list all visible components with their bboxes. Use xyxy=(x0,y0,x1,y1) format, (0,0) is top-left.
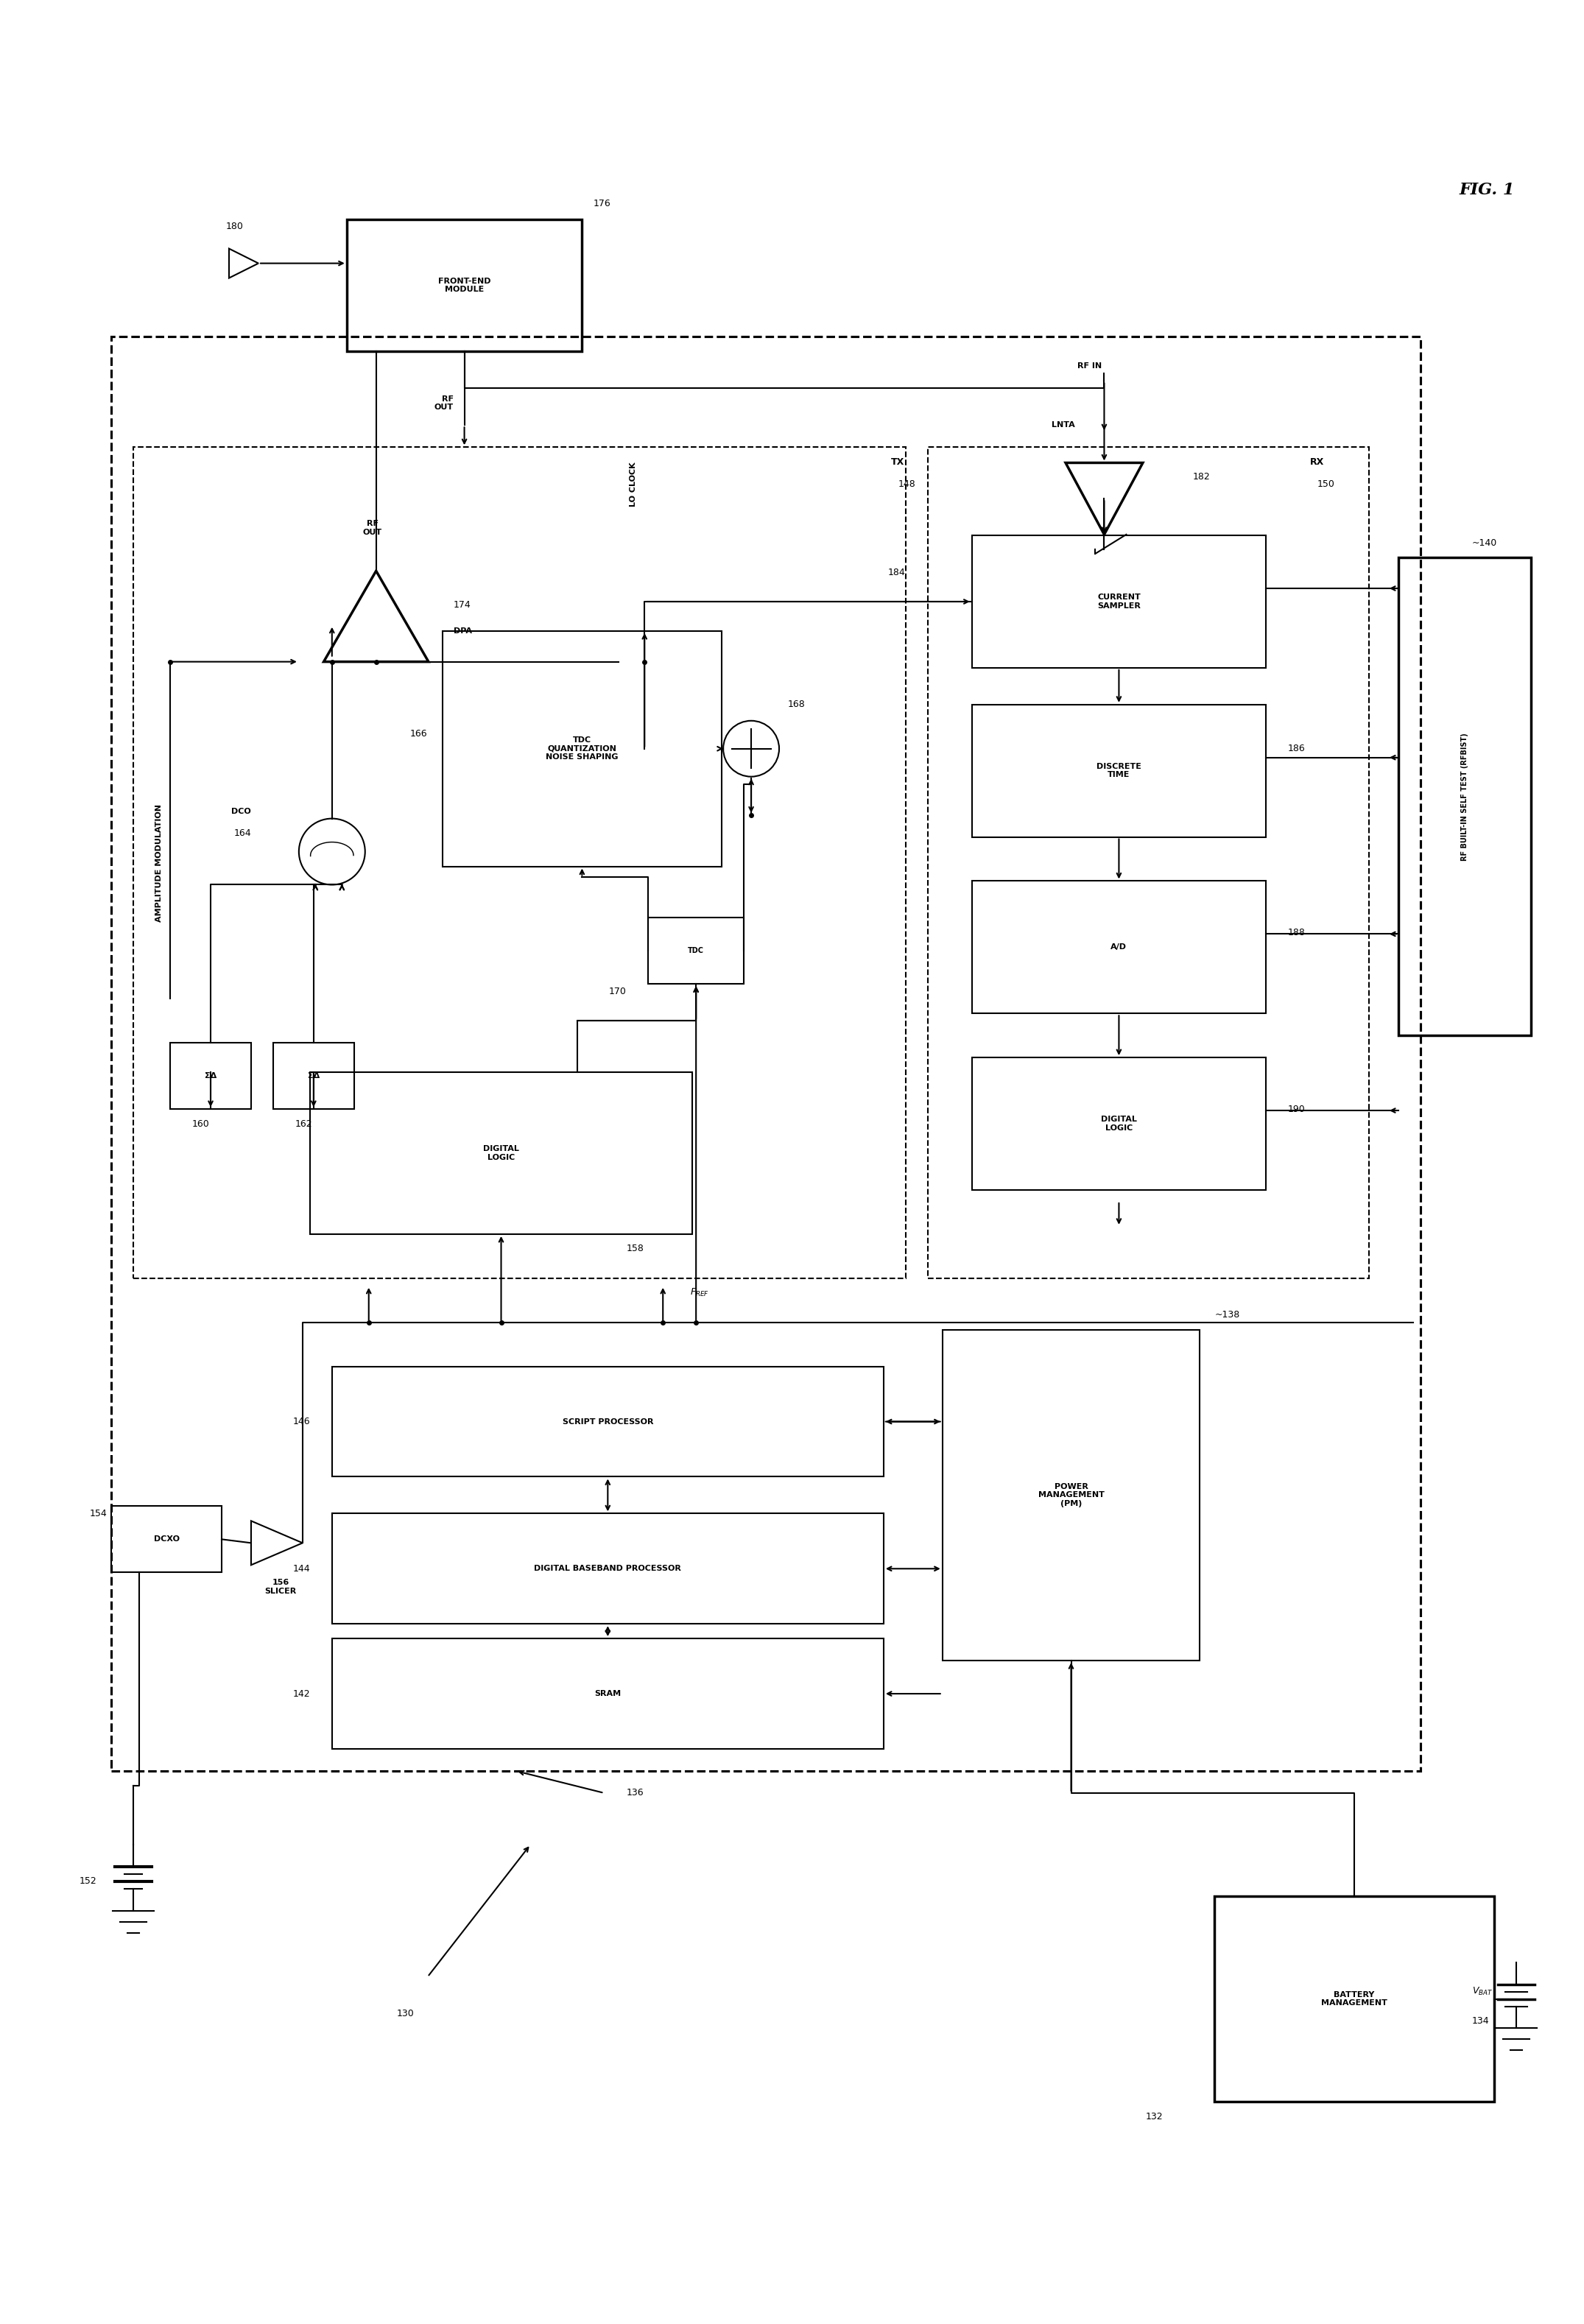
Text: 190: 190 xyxy=(1288,1104,1305,1113)
Text: RF
OUT: RF OUT xyxy=(363,521,382,537)
Text: 146: 146 xyxy=(293,1418,310,1427)
Bar xyxy=(1399,558,1530,1037)
Text: 132: 132 xyxy=(1145,2113,1163,2122)
Text: 142: 142 xyxy=(293,1690,310,1699)
Text: 160: 160 xyxy=(192,1118,209,1129)
Text: 180: 180 xyxy=(227,221,244,232)
Text: RF IN: RF IN xyxy=(1077,363,1102,370)
Text: 156
SLICER: 156 SLICER xyxy=(265,1578,296,1594)
Text: LO CLOCK: LO CLOCK xyxy=(630,462,637,507)
Text: 134: 134 xyxy=(1472,2017,1489,2027)
Text: 184: 184 xyxy=(889,567,906,576)
Text: RF BUILT-IN SELF TEST (RFBIST): RF BUILT-IN SELF TEST (RFBIST) xyxy=(1460,732,1468,860)
Bar xyxy=(442,632,722,867)
Text: LNTA: LNTA xyxy=(1052,421,1076,430)
Text: TDC
QUANTIZATION
NOISE SHAPING: TDC QUANTIZATION NOISE SHAPING xyxy=(546,737,618,760)
Text: TX: TX xyxy=(890,458,904,467)
Text: ~138: ~138 xyxy=(1215,1311,1240,1320)
Text: DIGITAL BASEBAND PROCESSOR: DIGITAL BASEBAND PROCESSOR xyxy=(534,1564,681,1573)
Bar xyxy=(973,1057,1266,1190)
Text: FIG. 1: FIG. 1 xyxy=(1459,181,1514,198)
Text: CURRENT
SAMPLER: CURRENT SAMPLER xyxy=(1098,593,1140,609)
Bar xyxy=(973,881,1266,1013)
Text: DCXO: DCXO xyxy=(154,1536,179,1543)
Text: DISCRETE
TIME: DISCRETE TIME xyxy=(1096,762,1142,779)
Bar xyxy=(111,1506,222,1573)
Text: 148: 148 xyxy=(898,479,916,488)
Text: TDC: TDC xyxy=(687,948,705,955)
Text: ΣΔ: ΣΔ xyxy=(307,1071,320,1081)
Text: SRAM: SRAM xyxy=(594,1690,621,1697)
Text: DIGITAL
LOGIC: DIGITAL LOGIC xyxy=(1101,1116,1137,1132)
Bar xyxy=(133,446,906,1278)
Text: 162: 162 xyxy=(295,1118,312,1129)
Text: DCO: DCO xyxy=(231,806,252,816)
Text: 130: 130 xyxy=(396,2008,415,2020)
Bar xyxy=(111,337,1421,1771)
Text: 164: 164 xyxy=(234,827,252,839)
Text: 170: 170 xyxy=(608,988,626,997)
Bar xyxy=(347,218,581,351)
Text: A/D: A/D xyxy=(1110,944,1126,951)
Text: AMPLITUDE MODULATION: AMPLITUDE MODULATION xyxy=(155,804,163,923)
Text: 168: 168 xyxy=(787,700,805,709)
Text: 182: 182 xyxy=(1193,472,1210,481)
Text: 166: 166 xyxy=(410,730,428,739)
Text: 174: 174 xyxy=(453,600,470,611)
Text: 144: 144 xyxy=(293,1564,310,1573)
Text: ΣΔ: ΣΔ xyxy=(204,1071,217,1081)
Text: RF
OUT: RF OUT xyxy=(434,395,453,411)
Text: RX: RX xyxy=(1310,458,1324,467)
Text: DIGITAL
LOGIC: DIGITAL LOGIC xyxy=(483,1146,520,1162)
Text: BATTERY
MANAGEMENT: BATTERY MANAGEMENT xyxy=(1321,1992,1388,2008)
Text: POWER
MANAGEMENT
(PM): POWER MANAGEMENT (PM) xyxy=(1038,1483,1104,1508)
Text: DPA: DPA xyxy=(453,627,472,634)
Bar xyxy=(1215,1896,1494,2101)
Text: FRONT-END
MODULE: FRONT-END MODULE xyxy=(439,277,491,293)
Bar xyxy=(333,1513,884,1624)
Bar xyxy=(333,1638,884,1750)
Text: 136: 136 xyxy=(626,1787,643,1799)
Text: 152: 152 xyxy=(79,1875,97,1887)
Bar xyxy=(973,535,1266,667)
Text: 158: 158 xyxy=(626,1243,643,1253)
Text: $V_{BAT}$: $V_{BAT}$ xyxy=(1472,1987,1492,1996)
Bar xyxy=(648,918,744,983)
Text: 154: 154 xyxy=(89,1508,106,1518)
Text: ~140: ~140 xyxy=(1472,537,1497,548)
Text: 188: 188 xyxy=(1288,927,1305,937)
Text: SCRIPT PROCESSOR: SCRIPT PROCESSOR xyxy=(562,1418,653,1425)
Bar xyxy=(973,704,1266,837)
Bar xyxy=(333,1367,884,1476)
Text: 150: 150 xyxy=(1318,479,1335,488)
Bar xyxy=(928,446,1369,1278)
Bar xyxy=(272,1043,355,1109)
Text: $F_{REF}$: $F_{REF}$ xyxy=(691,1287,710,1299)
Bar xyxy=(942,1329,1199,1662)
Text: 176: 176 xyxy=(592,198,610,209)
Text: 186: 186 xyxy=(1288,744,1305,753)
Bar xyxy=(310,1071,692,1234)
Bar xyxy=(169,1043,252,1109)
